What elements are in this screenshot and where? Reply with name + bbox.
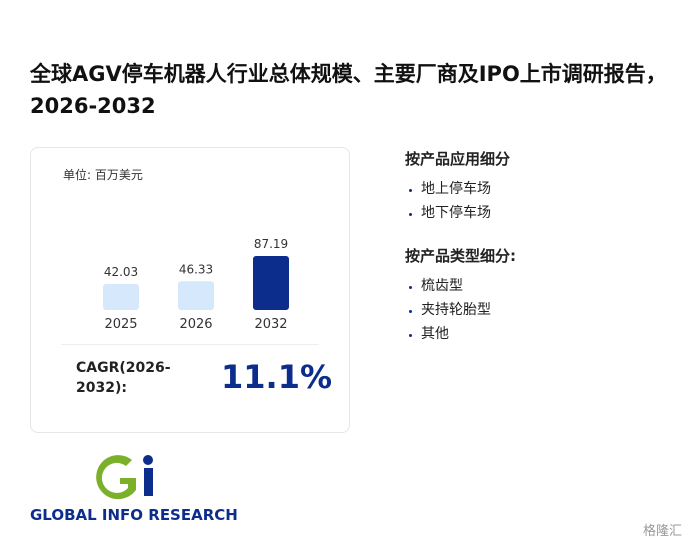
card: 单位: 百万美元 42.03 2025 46.33 2026 87.19 2032 CAG…: [30, 147, 350, 433]
segment-item: 地上停车场: [421, 177, 510, 201]
value-label: 87.19: [254, 237, 288, 251]
bar: [103, 283, 139, 310]
segment: 按产品类型细分: 梳齿型 夹持轮胎型 其他: [405, 245, 516, 346]
logo-dot: [143, 455, 153, 465]
category-label: 2026: [179, 317, 212, 332]
unit: 单位: 百万美元: [63, 168, 143, 182]
segment-item: 其他: [421, 322, 516, 346]
title: 全球AGV停车机器人行业总体规模、主要厂商及IPO上市调研报告，2026-203…: [30, 62, 667, 118]
value-label: 46.33: [179, 262, 213, 276]
bar: [253, 256, 289, 310]
cagr-label: CAGR(2026-2032):: [76, 360, 171, 396]
segment-item: 夹持轮胎型: [421, 298, 516, 322]
logo-g: [96, 455, 136, 500]
separator: [61, 344, 319, 345]
category-label: 2025: [104, 317, 137, 332]
logo-mark: [96, 455, 153, 500]
segment-heading: 按产品应用细分: [405, 150, 511, 168]
cagr-value: 11.1%: [221, 358, 333, 396]
segment-item: 梳齿型: [421, 274, 516, 298]
segment-item: 地下停车场: [421, 201, 510, 225]
chart: 42.03 2025 46.33 2026 87.19 2032: [103, 237, 289, 332]
value-label: 42.03: [104, 265, 138, 279]
logo-text: GLOBAL INFO RESEARCH: [30, 506, 238, 524]
category-label: 2032: [254, 317, 287, 332]
bar: [178, 281, 214, 310]
segment: 按产品应用细分 地上停车场 地下停车场: [405, 148, 510, 225]
watermark: 格隆汇: [643, 524, 683, 539]
segment-heading: 按产品类型细分:: [405, 247, 516, 265]
segment-list: 地上停车场 地下停车场: [405, 177, 510, 225]
logo-i: [144, 468, 153, 496]
segment-list: 梳齿型 夹持轮胎型 其他: [405, 274, 516, 346]
